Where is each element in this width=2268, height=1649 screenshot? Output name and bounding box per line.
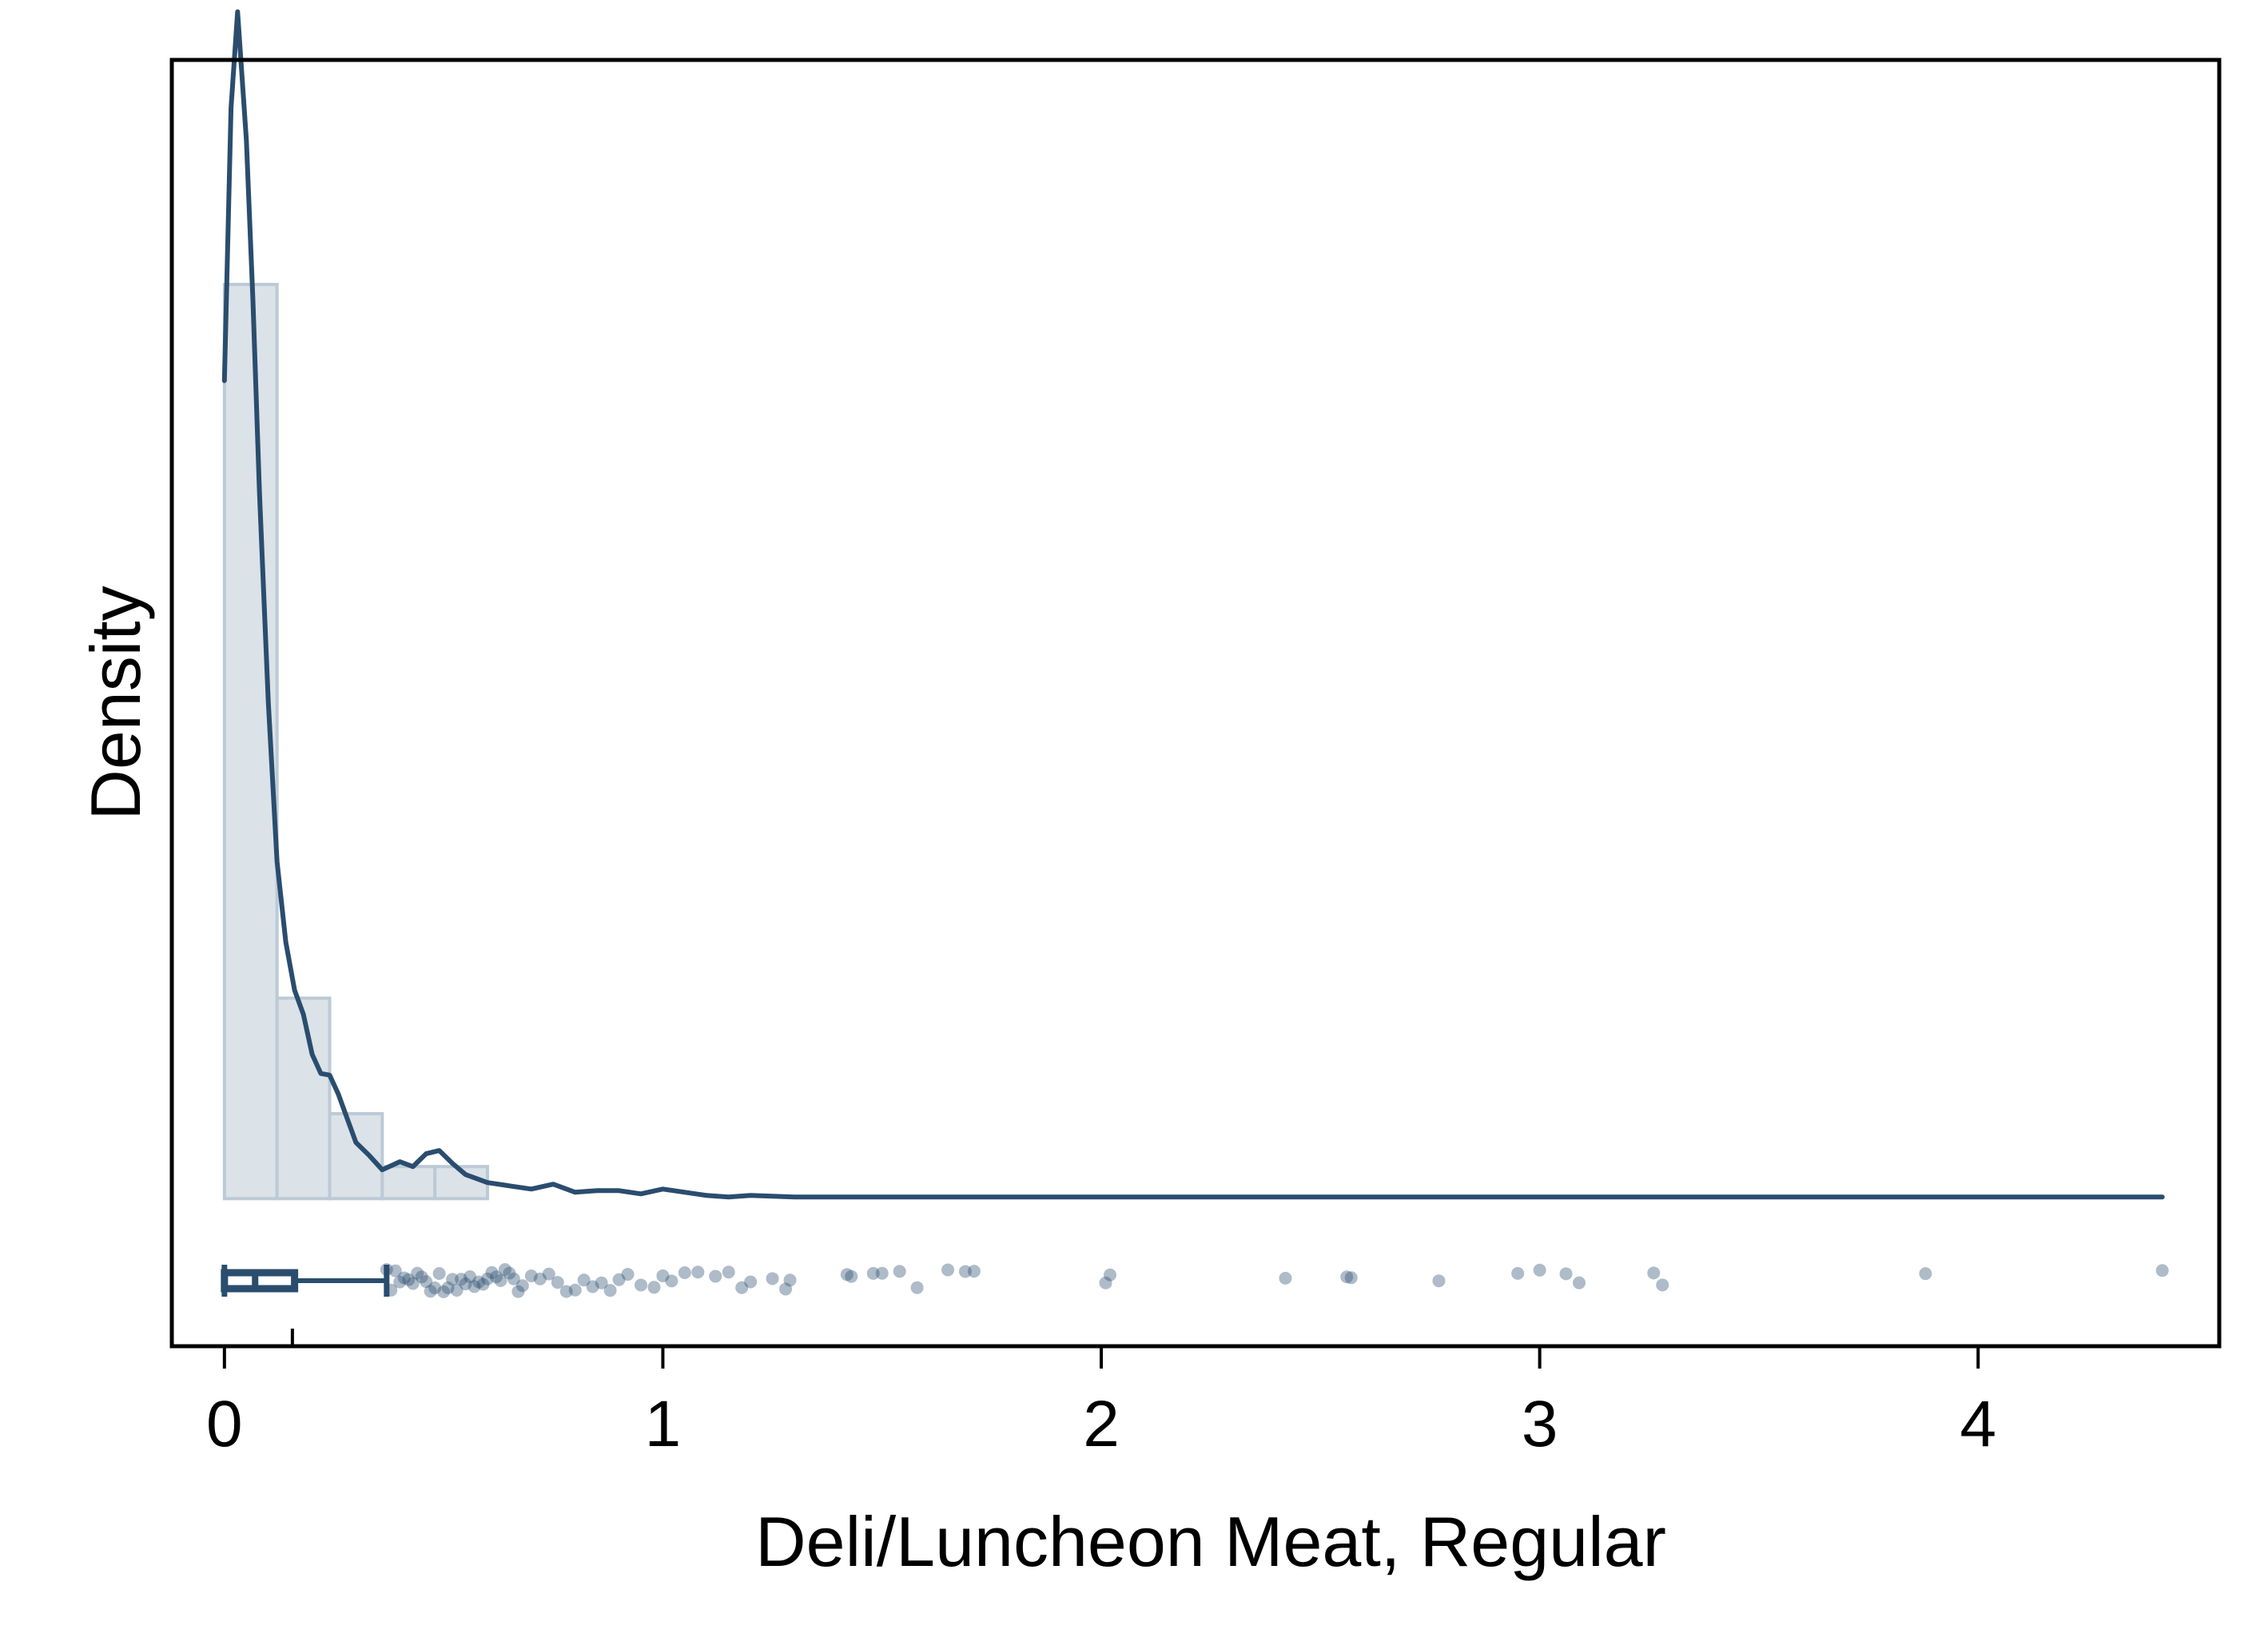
outlier-point [709, 1270, 722, 1283]
outlier-point [621, 1268, 635, 1281]
outlier-point [1573, 1276, 1586, 1289]
outlier-point [612, 1273, 626, 1286]
outlier-point [1344, 1271, 1358, 1285]
outlier-point [503, 1266, 516, 1280]
outlier-point [437, 1285, 451, 1298]
outlier-point [397, 1271, 411, 1285]
outlier-point [507, 1272, 520, 1285]
outlier-point [735, 1281, 749, 1294]
outlier-point [494, 1274, 507, 1287]
x-axis-ticks: 0 1 2 3 4 [206, 1346, 1996, 1460]
outlier-point [840, 1268, 853, 1281]
outlier-point [1340, 1270, 1354, 1284]
outlier-point [967, 1265, 981, 1278]
x-tick-label: 1 [645, 1388, 682, 1460]
outlier-point [551, 1276, 564, 1289]
outlier-point [845, 1270, 858, 1283]
outlier-point [586, 1280, 599, 1293]
outlier-point [411, 1266, 424, 1280]
outlier-point [406, 1277, 420, 1290]
outlier-point [766, 1272, 779, 1285]
outlier-point [678, 1266, 691, 1279]
outlier-point [647, 1281, 661, 1294]
outlier-point [480, 1272, 494, 1285]
outlier-point [498, 1263, 511, 1277]
x-axis-title: Deli/Luncheon Meat, Regular [755, 1502, 1666, 1581]
outlier-point [1559, 1267, 1573, 1281]
outlier-point [489, 1270, 503, 1284]
outlier-point [415, 1270, 428, 1284]
boxplot [221, 1265, 390, 1297]
outlier-point [446, 1273, 460, 1286]
outlier-point [2155, 1264, 2169, 1277]
outlier-point [384, 1283, 398, 1297]
outlier-point [665, 1274, 678, 1288]
histogram-bar [275, 996, 332, 1201]
plot-frame [169, 58, 2222, 1349]
outlier-point [468, 1280, 481, 1293]
outlier-point [402, 1273, 416, 1286]
outlier-point [691, 1266, 705, 1279]
outlier-point [656, 1269, 670, 1282]
outlier-point [432, 1267, 446, 1281]
outlier-point [459, 1277, 472, 1291]
outlier-point [1511, 1266, 1525, 1280]
outlier-point [722, 1266, 735, 1279]
y-axis-title: Density [76, 586, 155, 820]
outlier-point [1656, 1278, 1669, 1292]
outlier-point [1919, 1267, 1932, 1281]
outlier-point [428, 1281, 442, 1294]
outlier-point [595, 1276, 608, 1289]
outlier-point [420, 1275, 433, 1289]
histogram-bar [433, 1165, 489, 1201]
outlier-point [533, 1272, 547, 1285]
outlier-point [476, 1277, 490, 1291]
outlier-point [424, 1285, 437, 1298]
histogram-bar [380, 1165, 437, 1201]
outlier-point [577, 1274, 591, 1287]
outlier-point [464, 1270, 477, 1284]
outlier-point [893, 1265, 906, 1278]
outlier-point [388, 1264, 402, 1277]
outlier-point [1099, 1276, 1112, 1289]
outlier-point [472, 1275, 486, 1289]
outlier-point [779, 1282, 793, 1296]
outlier-point [542, 1267, 555, 1281]
outlier-point [1647, 1266, 1661, 1280]
density-curve [221, 9, 2165, 1200]
outlier-point [515, 1279, 529, 1293]
outlier-point [866, 1266, 880, 1280]
outlier-point [380, 1263, 393, 1276]
outlier-point [783, 1274, 797, 1287]
x-tick-label: 3 [1522, 1388, 1558, 1460]
outlier-point [635, 1278, 648, 1292]
x-tick-label: 0 [206, 1388, 243, 1460]
outlier-point [875, 1266, 889, 1280]
x-tick-label: 2 [1083, 1388, 1120, 1460]
outlier-point [450, 1283, 464, 1297]
boxplot-box [221, 1269, 299, 1293]
outlier-point [559, 1285, 573, 1298]
outlier-point [511, 1285, 525, 1298]
outlier-point [1279, 1271, 1292, 1285]
histogram-bar [328, 1111, 384, 1201]
outlier-point [744, 1275, 758, 1289]
outlier-point [941, 1263, 955, 1277]
x-tick-label: 4 [1960, 1388, 1996, 1460]
outlier-point [910, 1281, 924, 1294]
outlier-point [958, 1265, 972, 1278]
outlier-point [568, 1283, 582, 1297]
outlier-point [603, 1284, 617, 1297]
outlier-point [524, 1269, 538, 1282]
outlier-point [1104, 1268, 1117, 1281]
outlier-points [380, 1263, 2169, 1298]
outlier-point [1432, 1274, 1446, 1288]
outlier-point [455, 1273, 468, 1286]
outlier-point [1533, 1263, 1546, 1277]
outlier-point [393, 1275, 407, 1289]
outlier-point [441, 1281, 455, 1294]
outlier-point [485, 1266, 499, 1279]
